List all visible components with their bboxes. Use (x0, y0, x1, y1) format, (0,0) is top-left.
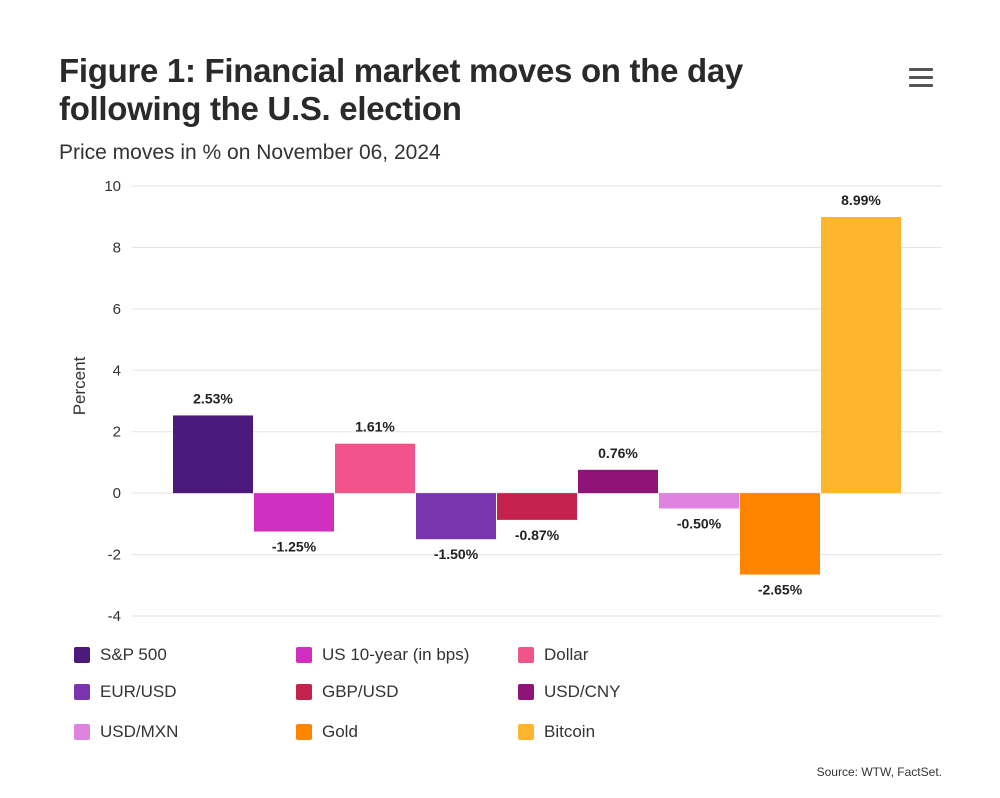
y-tick-label: -2 (108, 547, 121, 564)
legend-swatch (296, 684, 312, 700)
bar-chart: -4 -2 0 2 4 6 8 10 Percent 2.53% -1.25% 1.61% -1.50%… (70, 178, 942, 625)
legend-label: USD/MXN (100, 722, 179, 741)
legend-label: Bitcoin (544, 722, 596, 741)
legend-swatch (518, 684, 534, 700)
data-label: 1.61% (355, 419, 395, 435)
y-tick-label: 10 (104, 178, 121, 195)
data-label: -0.87% (515, 527, 560, 543)
chart-title: Figure 1: Financial market moves on the … (59, 52, 743, 127)
y-tick-label: 0 (113, 485, 121, 502)
source-note: Source: WTW, FactSet. (816, 765, 942, 779)
data-label: -0.50% (677, 516, 722, 532)
legend-item[interactable]: S&P 500 (74, 645, 167, 665)
chart-subtitle: Price moves in % on November 06, 2024 (59, 141, 441, 164)
legend-swatch (518, 647, 534, 663)
legend-label: Gold (322, 722, 358, 741)
legend-item[interactable]: Gold (296, 722, 358, 742)
legend-item[interactable]: Bitcoin (518, 722, 595, 742)
legend-swatch (74, 724, 90, 740)
y-tick-label: 6 (113, 301, 121, 318)
legend-item[interactable]: USD/CNY (518, 682, 621, 702)
legend-label: USD/CNY (544, 682, 621, 701)
data-label: 8.99% (841, 192, 881, 208)
y-tick-label: 4 (113, 362, 121, 379)
bar-4[interactable] (497, 493, 577, 520)
legend-label: US 10-year (in bps) (322, 645, 470, 664)
legend-label: Dollar (544, 645, 589, 664)
bar-7[interactable] (740, 493, 820, 575)
legend-item[interactable]: Dollar (518, 645, 588, 665)
legend-item[interactable]: GBP/USD (296, 682, 399, 702)
data-label: -2.65% (758, 582, 803, 598)
data-label: -1.25% (272, 539, 317, 555)
y-tick-label: -4 (108, 608, 121, 625)
y-tick-label: 2 (113, 424, 121, 441)
bar-3[interactable] (416, 493, 496, 540)
y-tick-label: 8 (113, 239, 121, 256)
legend-item[interactable]: US 10-year (in bps) (296, 645, 469, 665)
legend-label: EUR/USD (100, 682, 177, 701)
bar-0[interactable] (173, 415, 253, 494)
bar-5[interactable] (578, 469, 658, 494)
data-label: 0.76% (598, 445, 638, 461)
legend-swatch (296, 724, 312, 740)
y-axis-label: Percent (70, 356, 89, 415)
legend-label: GBP/USD (322, 682, 399, 701)
hamburger-menu-icon[interactable] (906, 68, 936, 92)
legend-item[interactable]: EUR/USD (74, 682, 177, 702)
data-label: 2.53% (193, 390, 233, 406)
data-label: -1.50% (434, 546, 479, 562)
legend-label: S&P 500 (100, 645, 167, 664)
bar-2[interactable] (335, 443, 415, 494)
bar-1[interactable] (254, 493, 334, 532)
bar-8[interactable] (821, 217, 901, 494)
legend-swatch (296, 647, 312, 663)
legend-swatch (74, 647, 90, 663)
legend-swatch (518, 724, 534, 740)
bar-6[interactable] (659, 493, 739, 509)
legend-item[interactable]: USD/MXN (74, 722, 178, 742)
legend-swatch (74, 684, 90, 700)
